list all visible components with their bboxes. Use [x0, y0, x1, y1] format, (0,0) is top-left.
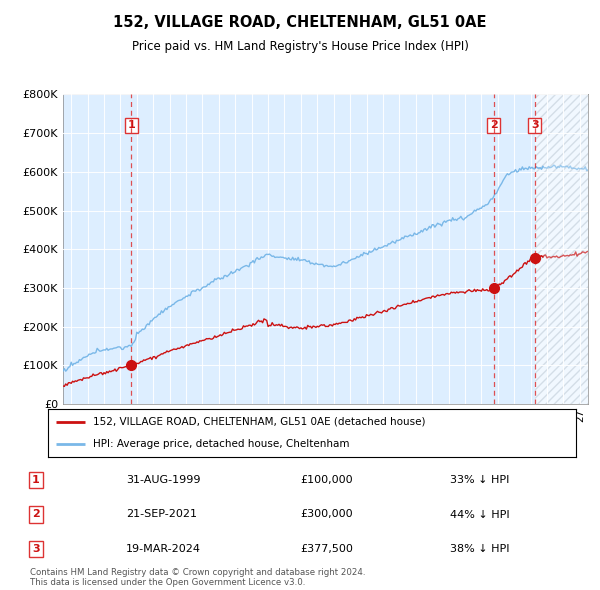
Text: 152, VILLAGE ROAD, CHELTENHAM, GL51 0AE (detached house): 152, VILLAGE ROAD, CHELTENHAM, GL51 0AE … — [93, 417, 425, 427]
Text: 1: 1 — [127, 120, 135, 130]
Text: Price paid vs. HM Land Registry's House Price Index (HPI): Price paid vs. HM Land Registry's House … — [131, 40, 469, 53]
Text: 44% ↓ HPI: 44% ↓ HPI — [450, 510, 509, 519]
Text: 21-SEP-2021: 21-SEP-2021 — [126, 510, 197, 519]
Text: Contains HM Land Registry data © Crown copyright and database right 2024.
This d: Contains HM Land Registry data © Crown c… — [30, 568, 365, 587]
Text: 2: 2 — [32, 510, 40, 519]
Text: 2: 2 — [490, 120, 497, 130]
Text: 3: 3 — [32, 544, 40, 553]
Text: 31-AUG-1999: 31-AUG-1999 — [126, 476, 200, 485]
Bar — [535, 94, 588, 404]
Text: HPI: Average price, detached house, Cheltenham: HPI: Average price, detached house, Chel… — [93, 439, 349, 449]
Text: 33% ↓ HPI: 33% ↓ HPI — [450, 476, 509, 485]
Text: 38% ↓ HPI: 38% ↓ HPI — [450, 544, 509, 553]
Text: 152, VILLAGE ROAD, CHELTENHAM, GL51 0AE: 152, VILLAGE ROAD, CHELTENHAM, GL51 0AE — [113, 15, 487, 30]
Text: £100,000: £100,000 — [300, 476, 353, 485]
Text: 19-MAR-2024: 19-MAR-2024 — [126, 544, 201, 553]
Text: £377,500: £377,500 — [300, 544, 353, 553]
Text: 3: 3 — [531, 120, 538, 130]
Text: £300,000: £300,000 — [300, 510, 353, 519]
Text: 1: 1 — [32, 476, 40, 485]
